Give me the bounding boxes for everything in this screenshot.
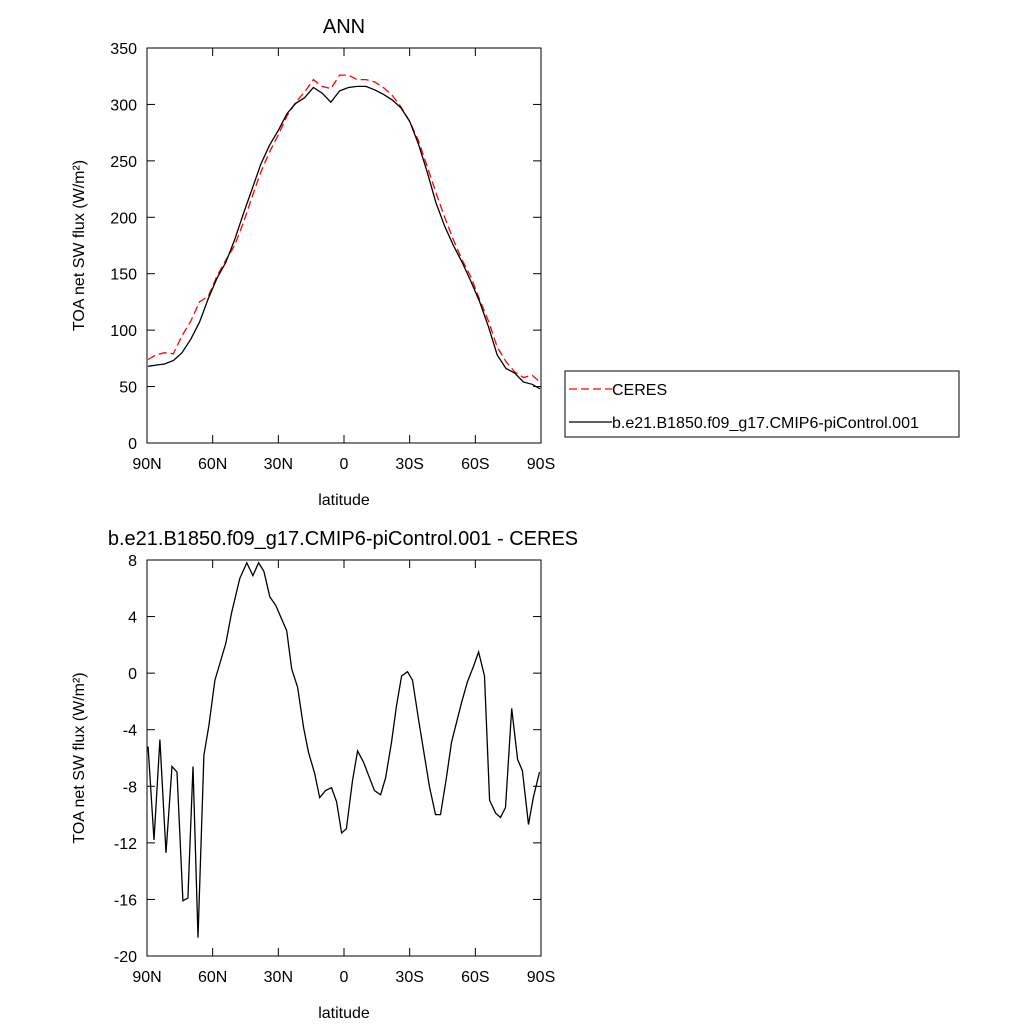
legend-label: b.e21.B1850.f09_g17.CMIP6-piControl.001 bbox=[612, 415, 919, 432]
chart-title: b.e21.B1850.f09_g17.CMIP6-piControl.001 … bbox=[108, 528, 578, 550]
y-tick-label: 50 bbox=[119, 380, 137, 397]
x-tick-label: 0 bbox=[340, 969, 349, 986]
y-tick-label: -8 bbox=[123, 779, 137, 796]
plot-frame bbox=[146, 559, 542, 957]
y-tick-label: 0 bbox=[128, 436, 137, 453]
plot-frame bbox=[146, 47, 542, 444]
y-tick-label: 4 bbox=[128, 610, 137, 627]
data-line bbox=[147, 74, 541, 383]
x-tick-label: 60S bbox=[461, 456, 489, 473]
x-tick-label: 60N bbox=[198, 456, 227, 473]
y-tick-label: 150 bbox=[110, 267, 137, 284]
x-axis-label: latitude bbox=[318, 1005, 370, 1022]
y-tick-label: -4 bbox=[123, 723, 137, 740]
legend-label: CERES bbox=[612, 382, 667, 399]
x-axis-label: latitude bbox=[318, 492, 370, 509]
chart-title: ANN bbox=[323, 16, 365, 38]
y-tick-label: -20 bbox=[114, 949, 137, 966]
data-line bbox=[147, 85, 541, 390]
x-tick-label: 30N bbox=[264, 456, 293, 473]
y-tick-label: 250 bbox=[110, 154, 137, 171]
x-tick-label: 90S bbox=[527, 969, 555, 986]
x-tick-label: 90N bbox=[132, 456, 161, 473]
y-tick-label: 200 bbox=[110, 210, 137, 227]
y-tick-label: 100 bbox=[110, 323, 137, 340]
x-tick-label: 30S bbox=[395, 456, 423, 473]
y-axis-label: TOA net SW flux (W/m²) bbox=[71, 672, 88, 843]
x-tick-label: 0 bbox=[340, 456, 349, 473]
x-tick-label: 90N bbox=[132, 969, 161, 986]
x-tick-label: 90S bbox=[527, 456, 555, 473]
legend-box bbox=[564, 370, 960, 438]
y-tick-label: 0 bbox=[128, 666, 137, 683]
x-tick-label: 30N bbox=[264, 969, 293, 986]
x-tick-label: 60S bbox=[461, 969, 489, 986]
y-tick-label: 350 bbox=[110, 41, 137, 58]
x-tick-label: 60N bbox=[198, 969, 227, 986]
y-tick-label: -12 bbox=[114, 836, 137, 853]
y-axis-label: TOA net SW flux (W/m²) bbox=[71, 160, 88, 331]
x-tick-label: 30S bbox=[395, 969, 423, 986]
y-tick-label: -16 bbox=[114, 892, 137, 909]
y-tick-label: 8 bbox=[128, 553, 137, 570]
data-line bbox=[147, 561, 541, 938]
y-tick-label: 300 bbox=[110, 97, 137, 114]
